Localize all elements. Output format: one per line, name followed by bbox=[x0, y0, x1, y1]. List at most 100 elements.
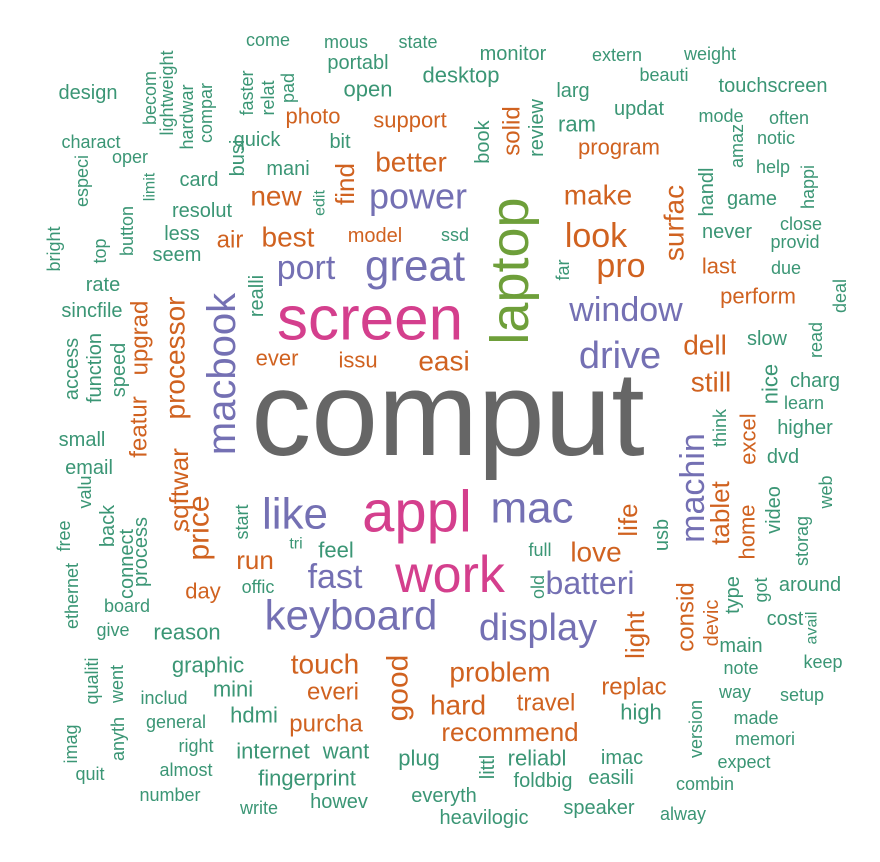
cloud-word: reason bbox=[153, 620, 220, 645]
cloud-word: issu bbox=[338, 348, 377, 373]
cloud-word: access bbox=[61, 338, 83, 400]
cloud-word: slow bbox=[747, 328, 788, 350]
cloud-word: higher bbox=[777, 417, 833, 439]
cloud-word: power bbox=[369, 176, 467, 217]
cloud-word: process bbox=[130, 517, 152, 587]
cloud-word: got bbox=[751, 577, 771, 602]
cloud-word: model bbox=[348, 225, 402, 247]
cloud-word: extern bbox=[592, 45, 642, 65]
cloud-word: compar bbox=[196, 83, 216, 143]
cloud-word: make bbox=[564, 180, 632, 211]
cloud-word: cost bbox=[767, 608, 804, 630]
cloud-word: right bbox=[178, 736, 213, 756]
cloud-word: card bbox=[180, 169, 219, 191]
cloud-word: give bbox=[96, 620, 129, 640]
cloud-word: reliabl bbox=[508, 746, 567, 771]
cloud-word: high bbox=[620, 700, 662, 725]
cloud-word: still bbox=[691, 367, 731, 398]
cloud-word: last bbox=[702, 254, 736, 279]
cloud-word: machin bbox=[674, 433, 712, 543]
cloud-word: quit bbox=[75, 764, 104, 784]
cloud-word: oper bbox=[112, 147, 148, 167]
cloud-word: light bbox=[620, 610, 650, 658]
cloud-word: mac bbox=[490, 484, 573, 533]
cloud-word: batteri bbox=[546, 565, 635, 601]
cloud-word: feel bbox=[318, 538, 353, 563]
cloud-word: review bbox=[526, 99, 548, 157]
cloud-word: edit bbox=[312, 190, 329, 216]
cloud-word: valu bbox=[75, 475, 95, 508]
cloud-word: devic bbox=[701, 600, 723, 647]
cloud-word: bit bbox=[329, 131, 351, 153]
cloud-word: love bbox=[570, 537, 621, 568]
cloud-word: old bbox=[528, 575, 548, 599]
cloud-word: touchscreen bbox=[719, 75, 828, 97]
cloud-word: ever bbox=[256, 346, 299, 371]
cloud-word: sqftwar bbox=[164, 448, 194, 532]
cloud-word: internet bbox=[236, 739, 309, 764]
cloud-word: recommend bbox=[441, 717, 578, 747]
cloud-word: write bbox=[239, 798, 278, 818]
cloud-word: limit bbox=[142, 172, 159, 201]
cloud-word: free bbox=[54, 520, 74, 551]
cloud-word: offic bbox=[242, 577, 275, 597]
cloud-word: top bbox=[90, 238, 110, 263]
cloud-word: storag bbox=[792, 516, 812, 566]
cloud-word: becom bbox=[140, 71, 160, 125]
cloud-word: game bbox=[727, 188, 777, 210]
cloud-word: think bbox=[710, 408, 730, 447]
cloud-word: busi bbox=[227, 140, 249, 177]
cloud-word: went bbox=[107, 665, 127, 704]
cloud-word: featur bbox=[126, 396, 153, 457]
cloud-word: imag bbox=[61, 724, 81, 763]
cloud-word: weight bbox=[683, 44, 736, 64]
cloud-word: everi bbox=[307, 679, 359, 706]
cloud-word: never bbox=[702, 221, 752, 243]
cloud-word: solid bbox=[499, 106, 526, 155]
cloud-word: support bbox=[373, 108, 446, 133]
cloud-word: life bbox=[613, 503, 643, 536]
cloud-word: upgrad bbox=[127, 301, 154, 376]
cloud-word: qualiti bbox=[82, 657, 102, 704]
cloud-word: photo bbox=[285, 104, 340, 129]
cloud-word: learn bbox=[784, 393, 824, 413]
cloud-word: comput bbox=[251, 347, 645, 481]
cloud-word: state bbox=[398, 32, 437, 52]
cloud-word: number bbox=[139, 785, 200, 805]
cloud-word: small bbox=[59, 429, 106, 451]
cloud-word: littl bbox=[477, 755, 499, 779]
cloud-word: far bbox=[553, 259, 573, 280]
cloud-word: keep bbox=[803, 652, 842, 672]
cloud-word: fast bbox=[308, 558, 363, 596]
cloud-word: great bbox=[365, 242, 465, 291]
cloud-word: desktop bbox=[422, 63, 499, 88]
cloud-word: problem bbox=[449, 657, 550, 688]
cloud-word: speaker bbox=[563, 797, 634, 819]
cloud-word: excel bbox=[736, 413, 761, 464]
cloud-word: main bbox=[719, 635, 762, 657]
cloud-word: charg bbox=[790, 370, 840, 392]
cloud-word: easi bbox=[418, 346, 469, 377]
cloud-word: best bbox=[262, 222, 315, 253]
cloud-word: sincfile bbox=[61, 300, 122, 322]
cloud-word: nice bbox=[758, 364, 783, 404]
cloud-word: easili bbox=[588, 767, 634, 789]
cloud-word: hardwar bbox=[177, 84, 197, 149]
cloud-word: includ bbox=[140, 688, 187, 708]
cloud-word: come bbox=[246, 30, 290, 50]
cloud-word: way bbox=[718, 682, 751, 702]
cloud-word: design bbox=[59, 82, 118, 104]
cloud-word: expect bbox=[717, 752, 770, 772]
cloud-word: alway bbox=[660, 804, 706, 824]
cloud-word: setup bbox=[780, 685, 824, 705]
cloud-word: window bbox=[568, 291, 683, 329]
cloud-word: hdmi bbox=[230, 703, 278, 728]
cloud-word: appl bbox=[362, 480, 472, 545]
cloud-word: provid bbox=[770, 232, 819, 252]
cloud-word: happi bbox=[798, 165, 818, 209]
cloud-word: want bbox=[322, 739, 369, 764]
cloud-word: mous bbox=[324, 32, 368, 52]
cloud-word: ethernet bbox=[62, 563, 82, 629]
cloud-word: relat bbox=[258, 80, 278, 115]
cloud-word: often bbox=[769, 108, 809, 128]
